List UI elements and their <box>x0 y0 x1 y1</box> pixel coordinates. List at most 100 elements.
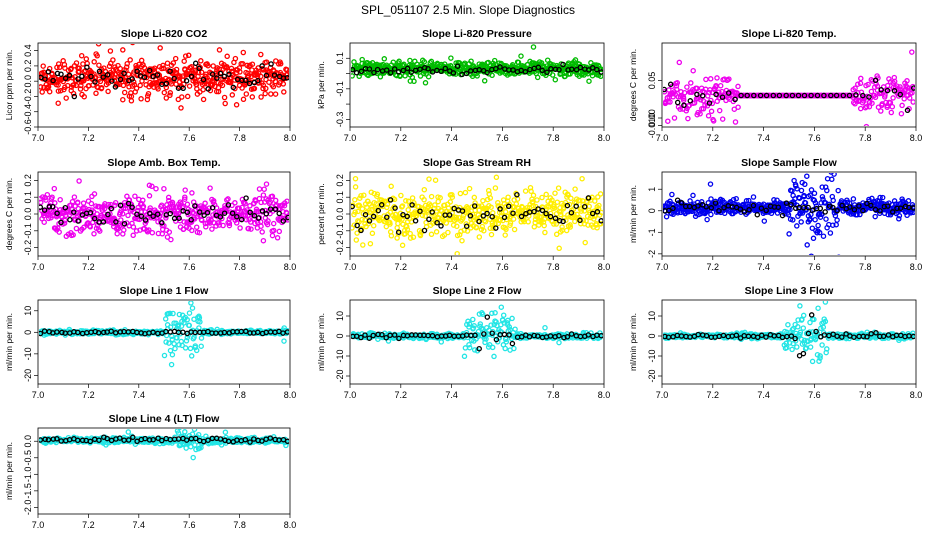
data-point-raw <box>281 89 287 95</box>
data-point-raw <box>163 339 169 345</box>
data-point-raw <box>441 202 448 209</box>
data-point-raw <box>761 218 768 224</box>
data-point-averaged <box>404 213 410 220</box>
x-tick-label: 7.0 <box>344 390 357 400</box>
y-tick-label: -10 <box>647 349 657 362</box>
data-point-raw <box>112 202 118 209</box>
data-point-raw <box>454 223 460 230</box>
data-point-raw <box>531 224 538 230</box>
data-point-raw <box>358 192 364 199</box>
data-point-raw <box>488 322 494 328</box>
y-axis-label: ml/min per min. <box>4 313 14 371</box>
data-point-averaged <box>251 212 258 219</box>
data-point-raw <box>827 230 834 236</box>
data-point-raw <box>249 67 255 73</box>
data-point-raw <box>147 205 153 211</box>
points-group <box>663 164 915 255</box>
data-point-raw <box>538 219 544 225</box>
data-point-raw <box>459 237 465 244</box>
data-point-raw <box>159 231 166 237</box>
data-point-raw <box>899 102 905 109</box>
data-point-raw <box>39 89 45 95</box>
data-point-raw <box>421 186 428 193</box>
data-point-raw <box>270 220 277 227</box>
data-point-raw <box>421 59 428 65</box>
data-point-averaged <box>54 329 60 335</box>
panel-title: Slope Line 2 Flow <box>433 285 523 297</box>
data-point-raw <box>706 89 712 96</box>
data-point-averaged <box>150 329 156 336</box>
data-point-raw <box>263 59 270 65</box>
data-point-raw <box>819 184 825 190</box>
x-tick-label: 8.0 <box>910 133 923 143</box>
data-point-averaged <box>594 66 600 73</box>
data-point-raw <box>691 100 698 106</box>
data-point-raw <box>817 355 823 361</box>
data-point-averaged <box>84 64 90 70</box>
data-point-raw <box>802 181 808 188</box>
y-tick-label: 0 <box>647 208 657 213</box>
data-point-raw <box>556 245 562 252</box>
data-point-raw <box>174 335 180 341</box>
data-point-raw <box>793 183 799 189</box>
data-point-raw <box>811 190 818 197</box>
data-point-averaged <box>100 219 107 225</box>
data-point-raw <box>837 164 841 168</box>
data-point-averaged <box>866 94 872 100</box>
data-point-raw <box>597 191 603 197</box>
data-point-raw <box>189 227 195 234</box>
data-point-averaged <box>196 65 202 72</box>
data-point-averaged <box>243 77 249 84</box>
data-point-raw <box>399 242 406 249</box>
data-point-raw <box>830 197 836 204</box>
data-point-raw <box>402 231 408 237</box>
x-tick-label: 7.6 <box>183 262 196 272</box>
data-point-averaged <box>598 69 603 75</box>
x-tick-label: 7.6 <box>496 390 509 400</box>
data-point-averaged <box>543 210 549 217</box>
data-point-raw <box>200 86 206 93</box>
data-point-averaged <box>192 60 199 67</box>
plot-frame <box>349 42 605 128</box>
data-point-averaged <box>509 340 516 347</box>
data-point-averaged <box>351 66 356 73</box>
data-point-raw <box>245 225 252 232</box>
data-point-averaged <box>238 216 245 223</box>
data-point-raw <box>182 187 188 193</box>
data-point-raw <box>735 104 741 110</box>
data-point-averaged <box>805 204 811 211</box>
data-point-raw <box>690 67 696 74</box>
data-point-averaged <box>476 218 482 225</box>
data-point-raw <box>384 204 390 211</box>
y-axis-label: ml/min per min. <box>628 185 638 243</box>
data-point-raw <box>410 234 417 240</box>
data-point-raw <box>83 56 90 62</box>
data-point-raw <box>582 239 588 246</box>
data-point-averaged <box>167 210 174 217</box>
data-point-raw <box>81 93 87 100</box>
data-point-raw <box>567 224 574 230</box>
data-point-averaged <box>142 217 149 223</box>
data-point-raw <box>905 198 912 204</box>
x-tick-label: 7.4 <box>445 390 458 400</box>
data-point-raw <box>160 62 166 69</box>
y-tick-label: 0.2 <box>23 60 33 73</box>
data-point-raw <box>121 89 128 96</box>
data-point-averaged <box>484 69 490 76</box>
data-point-raw <box>572 57 579 63</box>
data-point-raw <box>80 61 86 67</box>
data-point-averaged <box>506 332 512 338</box>
data-point-raw <box>258 73 264 80</box>
data-point-raw <box>667 99 673 105</box>
data-point-raw <box>158 202 165 208</box>
data-point-raw <box>407 57 413 64</box>
data-point-raw <box>809 358 816 365</box>
data-point-raw <box>284 210 289 216</box>
data-point-raw <box>403 223 410 230</box>
data-point-averaged <box>354 222 360 229</box>
data-point-raw <box>426 176 432 182</box>
data-point-raw <box>704 216 710 223</box>
data-point-averaged <box>221 329 228 336</box>
data-point-raw <box>595 194 601 200</box>
data-point-raw <box>41 219 47 225</box>
